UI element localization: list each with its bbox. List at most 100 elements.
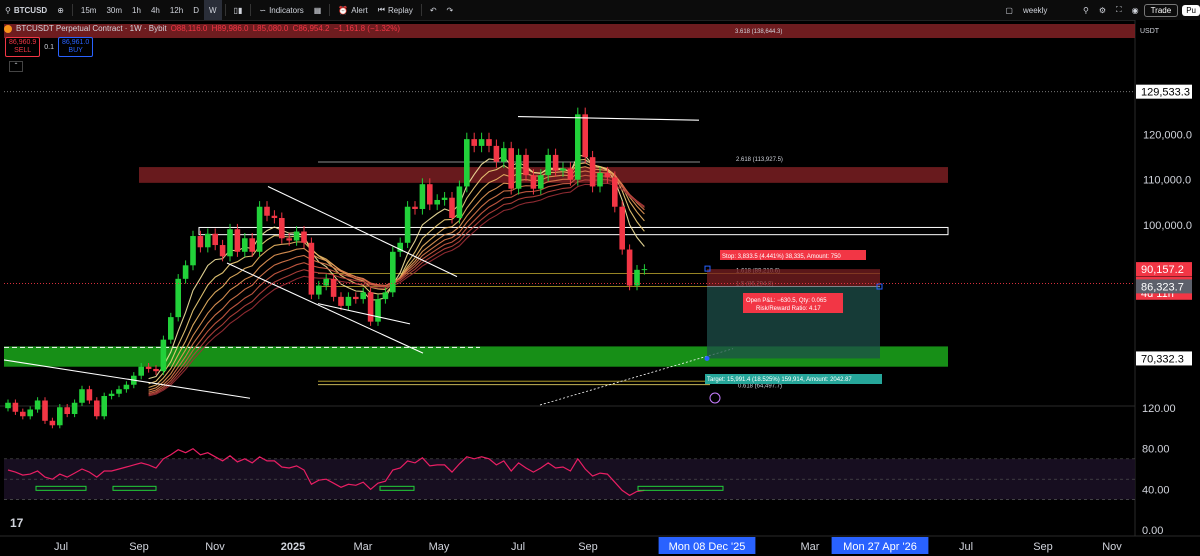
interval-4h[interactable]: 4h (150, 5, 160, 15)
alert-button[interactable]: ⏰ Alert (333, 0, 372, 20)
candle-body (641, 269, 648, 271)
candle-body (34, 400, 41, 410)
candle-body (197, 236, 204, 248)
candle-body (478, 139, 485, 146)
toolbar-right: ▢ weekly ⚲ ⚙ ⛶ ◉ Trade Pu (1000, 0, 1200, 20)
top-toolbar: ⚲ BTCUSD ⊕ 15m 30m 1h 4h 12h D W ▯▮ ∽ In… (0, 0, 1200, 21)
legend-title[interactable]: BTCUSDT Perpetual Contract · 1W · Bybit (16, 24, 167, 33)
projection-line (539, 348, 734, 406)
candle-body (330, 278, 337, 297)
candle-body (264, 206, 270, 216)
interval-d[interactable]: D (193, 5, 199, 15)
candle-body (12, 402, 19, 412)
interval-12h[interactable]: 12h (169, 5, 184, 15)
search-icon: ⚲ (5, 5, 11, 15)
trade-button[interactable]: Trade (1143, 3, 1179, 17)
target-label: Target: 15,991.4 (18.525%) 159,914, Amou… (707, 377, 852, 383)
divergence-marker (637, 485, 724, 491)
snapshot-button[interactable]: ◉ (1127, 0, 1144, 20)
spread-value: 0.1 (44, 43, 54, 51)
fullscreen-button[interactable]: ⛶ (1111, 0, 1127, 20)
interval-30m[interactable]: 30m (106, 5, 123, 15)
time-tick-label: Jul (511, 541, 525, 553)
candle-body (538, 175, 544, 189)
price-tick-label: 120,000.0 (1143, 130, 1192, 142)
buy-button[interactable]: 86,961.0 BUY (57, 37, 94, 57)
trendline (517, 116, 700, 121)
price-tag-bg (1136, 262, 1192, 277)
buy-price: 86,961.0 (61, 39, 90, 46)
add-symbol-button[interactable]: ⊕ (52, 0, 69, 20)
candle-body (427, 184, 433, 205)
gear-icon: ⚙ (1098, 5, 1106, 15)
candle-body (530, 175, 537, 189)
sell-button[interactable]: 86,960.9 SELL (5, 37, 41, 57)
price-tag-label: 90,157.2 (1141, 264, 1184, 276)
interval-1h[interactable]: 1h (132, 5, 141, 15)
symbol-logo-icon (4, 24, 12, 33)
candle-body (560, 168, 566, 171)
interval-w[interactable]: W (203, 0, 222, 20)
candle-body (345, 296, 352, 306)
indicators-icon: ∽ (259, 5, 267, 15)
quick-search-button[interactable]: ⚲ (1078, 0, 1094, 20)
candle-body (589, 157, 596, 187)
candle-body (219, 245, 226, 257)
lightning-icon (709, 392, 721, 404)
redo-button[interactable]: ↷ (442, 0, 459, 20)
candle-body (49, 420, 56, 426)
candle-body (5, 402, 11, 409)
pnl-label-bg (743, 293, 843, 313)
rsi-tick-label: 120.00 (1142, 403, 1176, 415)
sell-price: 86,960.9 (9, 39, 37, 46)
settings-button[interactable]: ⚙ (1094, 0, 1111, 20)
undo-button[interactable]: ↶ (425, 0, 442, 20)
candle-body (234, 229, 241, 252)
replay-button[interactable]: ⏮ Replay (373, 0, 418, 20)
price-tag-label: 129,533.3 (1141, 87, 1190, 99)
indicators-button[interactable]: ∽ Indicators (254, 0, 308, 20)
interval-15m[interactable]: 15m (80, 5, 97, 15)
fib-label: 3.618 (138,644.3) (735, 29, 782, 35)
time-crosshair-bg (658, 537, 756, 554)
price-tag-bg (1136, 279, 1192, 294)
publish-button[interactable]: Pu (1182, 4, 1200, 16)
candle-body (145, 366, 152, 369)
chart-type-button[interactable]: ▯▮ (229, 0, 248, 20)
candle-body (434, 199, 440, 205)
candle-body (382, 292, 389, 300)
trendline (317, 303, 411, 325)
price-tag-label: 70,332.3 (1141, 353, 1184, 365)
symbol-search[interactable]: ⚲ BTCUSD (0, 0, 52, 20)
templates-button[interactable]: ▦ (309, 0, 327, 20)
symbol-label: BTCUSD (13, 5, 48, 15)
layout-name[interactable]: weekly (1022, 5, 1048, 15)
trendline (3, 359, 251, 399)
legend-high: H89,986.0 (211, 24, 249, 33)
candle-body (212, 233, 218, 246)
time-tick-label: Mar (354, 541, 373, 553)
fullscreen-icon: ⛶ (1116, 5, 1122, 14)
search-icon: ⚲ (1082, 5, 1089, 15)
candle-body (108, 393, 115, 396)
stop-label: Stop: 3,833.5 (4.441%) 38,335, Amount: 7… (722, 254, 841, 260)
time-tick-label: Mar (801, 541, 820, 553)
candle-body (205, 233, 211, 248)
collapse-legend-button[interactable]: ⌃ (9, 61, 23, 72)
divider (420, 4, 422, 16)
rsi-tick-label: 0.00 (1142, 525, 1163, 537)
chart-legend: BTCUSDT Perpetual Contract · 1W · Bybit … (4, 24, 402, 33)
layout-button[interactable]: ▢ (1000, 0, 1018, 20)
rsi-line (7, 447, 645, 497)
candle-body (168, 317, 174, 340)
ema-ribbon-line (148, 170, 645, 393)
rsi-tick-label: 80.00 (1142, 444, 1170, 456)
pnl-label: Open P&L: −630.5, Qty: 0.065 (746, 298, 827, 304)
order-panel: 86,960.9 SELL 0.1 86,961.0 BUY (5, 37, 94, 57)
candle-body (94, 400, 100, 417)
fib-label: 0.618 (64,497.7) (738, 384, 782, 390)
candle-body (515, 154, 522, 189)
divergence-marker (35, 485, 87, 491)
candle-body (545, 154, 551, 176)
